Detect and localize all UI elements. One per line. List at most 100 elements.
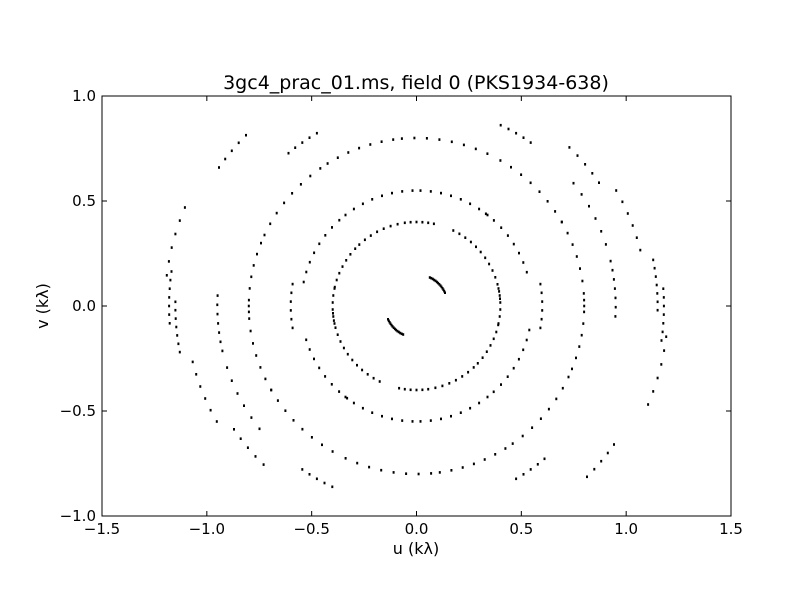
uv-point: [591, 172, 594, 175]
x-tick-label: −0.5: [293, 520, 329, 538]
uv-point: [499, 159, 502, 162]
uv-point: [368, 465, 371, 469]
uv-point: [583, 298, 586, 302]
uv-point: [319, 167, 322, 170]
uv-point: [439, 284, 442, 287]
uv-point: [498, 315, 501, 318]
uv-point: [540, 291, 543, 295]
uv-point: [458, 232, 461, 236]
uv-point: [539, 326, 542, 330]
uv-point: [333, 285, 336, 289]
uv-point: [290, 291, 293, 295]
uv-point: [427, 387, 430, 391]
uv-point: [332, 312, 334, 315]
uv-point: [199, 385, 202, 388]
uv-point: [395, 328, 398, 332]
uv-point: [572, 181, 575, 185]
uv-point: [305, 338, 308, 342]
uv-point: [165, 274, 168, 277]
uv-point: [332, 294, 335, 297]
uv-point: [400, 137, 403, 140]
uv-point: [421, 220, 424, 224]
uv-point: [255, 354, 258, 357]
uv-points: [165, 123, 668, 489]
uv-point: [499, 123, 502, 127]
uv-point: [174, 232, 177, 236]
x-tick-label: 1.5: [719, 520, 743, 538]
uv-point: [512, 366, 515, 370]
uv-point: [419, 420, 422, 423]
uv-point: [496, 283, 499, 286]
uv-point: [387, 319, 390, 323]
uv-point: [230, 149, 233, 153]
uv-point: [249, 329, 252, 333]
uv-point: [335, 278, 338, 282]
uv-point: [662, 304, 665, 308]
uv-point: [469, 406, 472, 410]
uv-point: [246, 446, 249, 449]
uv-point: [600, 230, 603, 233]
uv-point: [393, 327, 396, 331]
uv-point: [401, 190, 404, 193]
uv-point: [512, 242, 515, 246]
uv-point: [403, 387, 406, 391]
uv-point: [499, 297, 501, 300]
uv-point: [174, 317, 177, 320]
uv-point: [237, 141, 240, 145]
uv-point: [568, 146, 571, 149]
uv-point: [356, 461, 359, 465]
uv-point: [474, 147, 477, 151]
uv-point: [313, 357, 315, 361]
uv-point: [346, 396, 349, 400]
uv-point: [655, 283, 658, 287]
uv-point: [226, 366, 229, 369]
uv-point: [425, 137, 428, 140]
uv-point: [540, 317, 543, 321]
uv-point: [344, 395, 347, 399]
uv-point: [318, 366, 321, 370]
uv-point: [389, 224, 392, 228]
uv-point: [308, 136, 311, 139]
uv-point: [378, 380, 381, 383]
uv-point: [580, 193, 583, 196]
uv-point: [450, 140, 453, 144]
uv-point: [571, 243, 574, 246]
uv-point: [444, 291, 446, 294]
uv-point: [333, 322, 336, 325]
uv-point: [662, 296, 665, 299]
uv-point: [538, 190, 541, 193]
uv-point: [635, 236, 638, 239]
uv-point: [287, 151, 290, 155]
uv-point: [336, 333, 339, 336]
uv-point: [252, 264, 255, 267]
uv-point: [653, 266, 656, 270]
uv-point: [555, 397, 558, 401]
uv-point: [431, 277, 434, 281]
uv-point: [594, 217, 597, 220]
uv-point: [582, 292, 585, 295]
uv-point: [575, 255, 578, 258]
uv-point: [525, 270, 528, 274]
uv-point: [361, 202, 364, 206]
uv-point: [656, 376, 659, 380]
uv-point: [248, 317, 251, 320]
uv-point: [459, 198, 462, 201]
uv-point: [269, 222, 272, 226]
uv-point: [613, 287, 616, 290]
uv-point: [324, 375, 327, 378]
uv-point: [262, 463, 265, 466]
uv-point: [413, 136, 416, 140]
uv-point: [432, 222, 435, 226]
uv-point: [260, 241, 262, 245]
uv-point: [209, 408, 212, 412]
y-axis-label: v (kλ): [33, 283, 52, 329]
uv-point: [539, 282, 542, 286]
uv-point: [174, 300, 177, 304]
uv-point: [331, 301, 334, 304]
uv-point: [429, 190, 432, 193]
uv-point: [510, 165, 512, 169]
uv-point: [554, 210, 557, 213]
uv-point: [168, 322, 171, 325]
uv-point: [438, 471, 441, 474]
uv-point: [388, 321, 391, 324]
